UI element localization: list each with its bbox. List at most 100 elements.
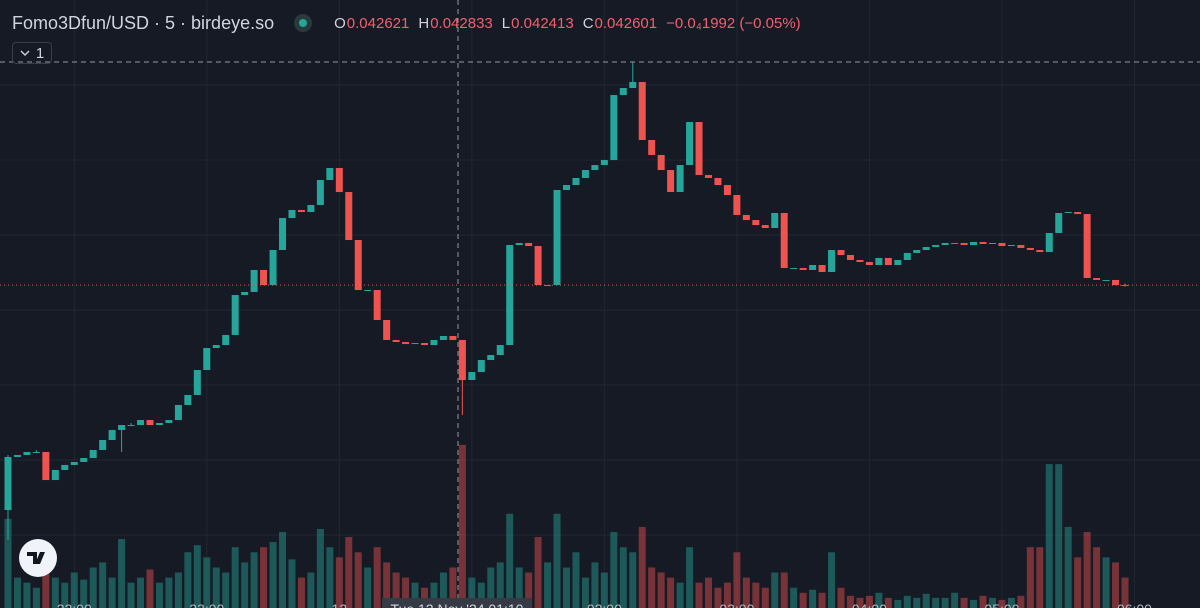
- candle-body: [354, 240, 362, 291]
- candle-body: [42, 452, 50, 481]
- volume-bar: [1064, 526, 1072, 608]
- candle-body: [411, 343, 419, 345]
- chevron-icon: [20, 50, 30, 56]
- volume-bar: [316, 528, 324, 608]
- candle-body: [373, 290, 381, 320]
- volume-bar: [894, 599, 902, 608]
- candle-body: [288, 209, 296, 219]
- legend-header: Fomo3Dfun/USD · 5 · birdeye.so O 0.042621…: [12, 10, 801, 36]
- volume-bar: [288, 559, 296, 608]
- candle-layer: [4, 62, 1129, 541]
- volume-bar: [1112, 562, 1120, 608]
- volume-bar: [979, 595, 987, 608]
- candle-body: [676, 165, 684, 193]
- logo-mark: [27, 552, 45, 564]
- volume-bar: [496, 562, 504, 608]
- volume-bar: [932, 597, 940, 608]
- volume-bar: [695, 582, 703, 608]
- volume-bar: [23, 582, 31, 608]
- volume-bar: [449, 567, 457, 608]
- volume-bar: [70, 572, 78, 608]
- candle-body: [212, 345, 220, 349]
- candle-body: [988, 242, 996, 244]
- candle-body: [184, 394, 192, 405]
- candle-body: [165, 420, 173, 423]
- volume-bar: [155, 582, 163, 608]
- volume-bar: [865, 595, 873, 608]
- crosshair-label: Tue 12 Nov '24 01:10: [391, 601, 524, 608]
- candle-body: [1112, 279, 1120, 286]
- volume-bar: [108, 577, 116, 608]
- volume-bar: [364, 567, 372, 608]
- volume-bar: [790, 587, 798, 608]
- volume-bar: [761, 587, 769, 608]
- volume-bar: [1026, 547, 1034, 608]
- candle-body: [421, 343, 429, 346]
- candle-body: [108, 430, 116, 441]
- candle-body: [1055, 213, 1063, 233]
- ohlc-value: 0.042621: [346, 14, 410, 32]
- volume-bar: [525, 572, 533, 608]
- volume-layer: [4, 444, 1129, 608]
- candle-body: [828, 250, 836, 273]
- pane-toggle[interactable]: 1: [12, 42, 52, 64]
- candle-body: [118, 425, 126, 431]
- candle-body: [496, 345, 504, 356]
- volume-bar: [638, 526, 646, 608]
- x-tick-label: 05:00: [984, 601, 1019, 608]
- candle-body: [13, 454, 21, 458]
- volume-bar: [458, 444, 466, 608]
- volume-bar: [212, 567, 220, 608]
- x-tick-label: 23:00: [189, 601, 224, 608]
- candle-body: [544, 285, 552, 287]
- candle-body: [581, 170, 589, 178]
- candle-body: [591, 165, 599, 171]
- candle-body: [222, 334, 230, 346]
- candle-body: [704, 175, 712, 178]
- candle-body: [241, 291, 249, 296]
- candle-body: [761, 225, 769, 228]
- candle-body: [458, 339, 466, 380]
- ohlc-label: H: [418, 14, 430, 32]
- candle-body: [269, 250, 277, 286]
- candle-body: [307, 204, 315, 213]
- volume-bar: [241, 562, 249, 608]
- volume-bar: [572, 552, 580, 608]
- x-tick-label: 04:00: [852, 601, 887, 608]
- candle-body: [932, 245, 940, 248]
- candle-body: [70, 462, 78, 465]
- volume-bar: [184, 552, 192, 608]
- volume-bar: [430, 582, 438, 608]
- candle-body: [525, 242, 533, 247]
- volume-bar: [667, 577, 675, 608]
- candle-body: [771, 213, 779, 228]
- volume-bar: [799, 592, 807, 608]
- candle-body: [790, 268, 798, 270]
- candle-body: [657, 154, 665, 171]
- volume-bar: [1083, 532, 1091, 608]
- candle-body: [894, 259, 902, 265]
- volume-bar: [174, 572, 182, 608]
- volume-bar: [1121, 577, 1129, 608]
- candle-body: [297, 209, 305, 213]
- volume-bar: [913, 597, 921, 608]
- volume-bar: [307, 572, 315, 608]
- volume-bar: [402, 577, 410, 608]
- volume-bar: [4, 518, 12, 608]
- volume-bar: [828, 552, 836, 608]
- change-label: −0.0₄1992 (−0.05%): [666, 14, 801, 32]
- candle-body: [1017, 245, 1025, 248]
- volume-bar: [723, 582, 731, 608]
- volume-bar: [951, 592, 959, 608]
- candle-body: [487, 355, 495, 361]
- volume-bar: [970, 599, 978, 608]
- candle-body: [903, 252, 911, 260]
- volume-bar: [51, 577, 59, 608]
- candle-body: [32, 452, 40, 454]
- candle-body: [345, 192, 353, 241]
- volume-bar: [515, 567, 523, 608]
- volume-bar: [250, 552, 258, 608]
- candle-body: [137, 420, 145, 426]
- volume-bar: [231, 547, 239, 608]
- volume-bar: [1093, 547, 1101, 608]
